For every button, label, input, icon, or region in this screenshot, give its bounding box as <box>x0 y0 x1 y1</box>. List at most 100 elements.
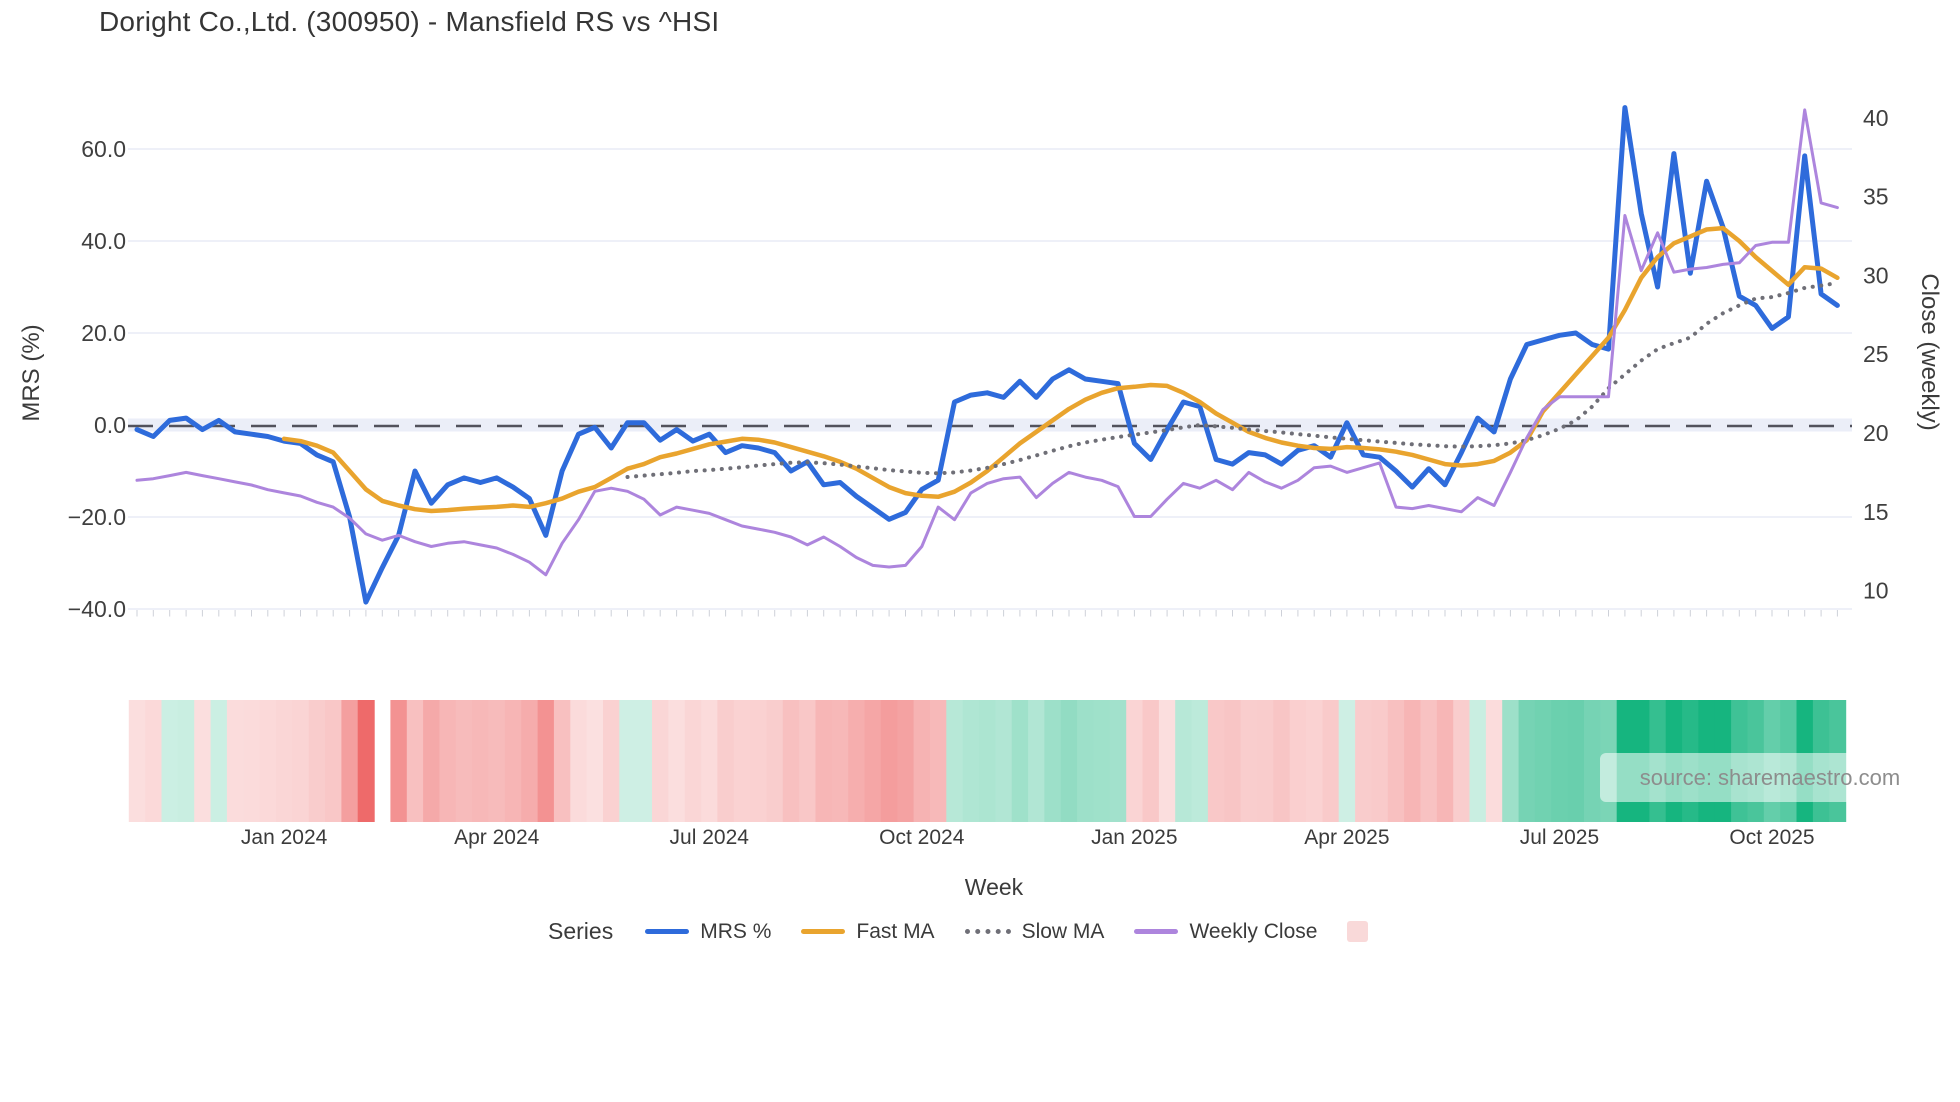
x-tick-label: Oct 2024 <box>879 826 965 849</box>
heatmap-cell <box>292 700 310 822</box>
heatmap-cell <box>1387 700 1405 822</box>
heatmap-cell <box>226 700 244 822</box>
heatmap-cell <box>652 700 669 822</box>
slow-ma-dotted-swatch-icon <box>964 929 1011 934</box>
heatmap-cell <box>553 700 571 822</box>
y-left-tick-label: 20.0 <box>81 320 126 346</box>
y-right-tick-label: 25 <box>1863 341 1889 367</box>
heatmap-cell <box>488 700 506 822</box>
heatmap-cell <box>1404 700 1422 822</box>
y-left-tick-label: −20.0 <box>68 504 126 530</box>
heatmap-cell <box>750 700 768 822</box>
y-right-tick-label: 40 <box>1863 105 1889 131</box>
legend-item-mrs-label: MRS % <box>700 919 772 943</box>
series-line-fast-ma <box>281 225 1840 514</box>
x-tick-label: Apr 2025 <box>1304 826 1390 849</box>
y-axis-left-title: MRS (%) <box>18 324 45 422</box>
heatmap-cell <box>1257 700 1274 822</box>
heatmap-cell <box>701 700 719 822</box>
heatmap-cell <box>766 700 784 822</box>
heatmap-cell <box>1322 700 1340 822</box>
series-line-mrs- <box>134 105 1840 605</box>
y-axis-right-title: Close (weekly) <box>1916 273 1943 431</box>
heatmap-cell <box>1469 700 1487 822</box>
x-axis-week-ticks <box>136 610 1838 617</box>
heatmap-cell <box>1485 700 1503 822</box>
heatmap-cell <box>1420 700 1438 822</box>
legend-item-slow-ma-label: Slow MA <box>1021 919 1105 943</box>
x-axis-title: Week <box>964 874 1024 900</box>
watermark-badge: source: sharemaestro.com <box>1600 753 1940 802</box>
heatmap-cell <box>995 700 1013 822</box>
heatmap-cell <box>472 700 490 822</box>
legend-item-mrs[interactable]: MRS % <box>645 920 771 944</box>
heatmap-cell <box>864 700 882 822</box>
heatmap-cell <box>161 700 179 822</box>
heatmap-cell <box>1273 700 1291 822</box>
heatmap-cell <box>325 700 342 822</box>
heatmap-cell <box>848 700 866 822</box>
legend-item-slow-ma[interactable]: Slow MA <box>964 919 1105 944</box>
legend-item-fast-ma[interactable]: Fast MA <box>801 919 935 944</box>
heatmap-cell <box>1240 700 1258 822</box>
heatmap-cell <box>1109 700 1127 822</box>
heatmap-cell <box>276 700 293 822</box>
heatmap-cell <box>1567 700 1585 822</box>
heatmap-cell <box>1584 700 1601 822</box>
heatmap-cell <box>619 700 637 822</box>
heatmap-cell <box>668 700 686 822</box>
heatmap-cell <box>1518 700 1536 822</box>
heatmap-cell <box>537 700 555 822</box>
y-axis-right-tick-labels: 40 35 30 25 20 15 10 <box>1863 105 1889 604</box>
series-line-weekly-close <box>135 108 1839 577</box>
heatmap-cell <box>1044 700 1062 822</box>
legend-item-weekly-close[interactable]: Weekly Close <box>1134 920 1317 944</box>
heatmap-cell <box>1077 700 1095 822</box>
watermark-text: source: sharemaestro.com <box>1639 764 1901 790</box>
legend-item-fast-ma-label: Fast MA <box>856 919 935 943</box>
heatmap-cell <box>145 700 163 822</box>
heatmap-cell <box>946 700 964 822</box>
heatmap-cell <box>1453 700 1471 822</box>
legend-item-heatmap[interactable] <box>1347 921 1369 942</box>
heatmap-cell <box>390 700 408 822</box>
fast-ma-line-swatch-icon <box>801 929 846 934</box>
x-tick-label: Oct 2025 <box>1729 826 1815 849</box>
y-left-tick-label: 60.0 <box>81 136 126 162</box>
heatmap-cell <box>962 700 980 822</box>
heatmap-cell <box>880 700 898 822</box>
heatmap-cell <box>1355 700 1373 822</box>
heatmap-cell <box>782 700 800 822</box>
weekly-close-line-swatch-icon <box>1134 929 1179 934</box>
y-left-tick-label: 40.0 <box>81 228 126 254</box>
legend: Series MRS % Fast MA Slow MA Weekly Clos… <box>548 918 1369 945</box>
y-left-tick-label: 0.0 <box>94 412 126 438</box>
heatmap-cell <box>930 700 947 822</box>
heatmap-cell <box>897 700 915 822</box>
heatmap-cell <box>1093 700 1111 822</box>
x-tick-label: Apr 2024 <box>454 826 540 849</box>
heatmap-cell <box>1011 700 1029 822</box>
heatmap-cell <box>1028 700 1046 822</box>
heatmap-cell <box>455 700 473 822</box>
heatmap-cell <box>1338 700 1356 822</box>
series-line-slow-ma <box>625 280 1840 479</box>
heatmap-cell <box>684 700 702 822</box>
heatmap-cell <box>1060 700 1078 822</box>
y-left-tick-label: −40.0 <box>68 596 126 622</box>
heatmap-cell <box>603 700 620 822</box>
y-right-tick-label: 20 <box>1863 420 1889 446</box>
heatmap-cell <box>570 700 588 822</box>
mrs-line-swatch-icon <box>645 929 690 934</box>
heatmap-cell <box>815 700 833 822</box>
heatmap-cell <box>406 700 424 822</box>
heatmap-cell <box>1289 700 1307 822</box>
heatmap-cell <box>423 700 441 822</box>
heatmap-cell <box>177 700 195 822</box>
heatmap-swatch-icon <box>1347 921 1369 942</box>
heatmap-cell <box>831 700 849 822</box>
heatmap-cell <box>128 700 146 822</box>
heatmap-cell <box>504 700 522 822</box>
heatmap-cell <box>1207 700 1225 822</box>
